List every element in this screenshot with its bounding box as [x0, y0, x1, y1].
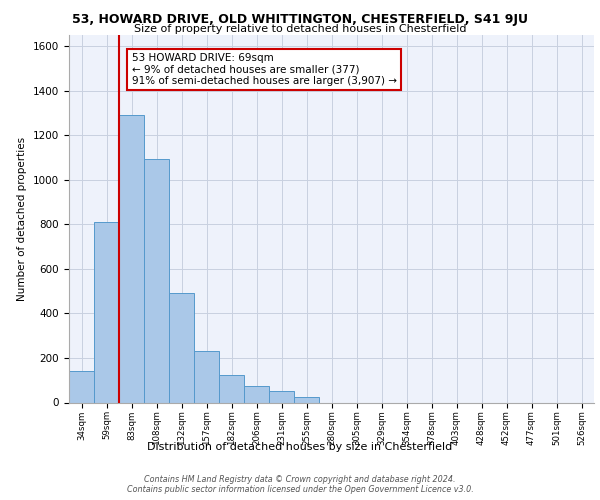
- Bar: [144, 158, 169, 402]
- Bar: [294, 397, 319, 402]
- Bar: [194, 352, 219, 403]
- Bar: [69, 372, 94, 402]
- Text: 53, HOWARD DRIVE, OLD WHITTINGTON, CHESTERFIELD, S41 9JU: 53, HOWARD DRIVE, OLD WHITTINGTON, CHEST…: [72, 12, 528, 26]
- Text: Contains HM Land Registry data © Crown copyright and database right 2024.
Contai: Contains HM Land Registry data © Crown c…: [127, 474, 473, 494]
- Text: Size of property relative to detached houses in Chesterfield: Size of property relative to detached ho…: [134, 24, 466, 34]
- Bar: [94, 222, 119, 402]
- Bar: [219, 374, 244, 402]
- Bar: [244, 386, 269, 402]
- Bar: [169, 294, 194, 403]
- Text: 53 HOWARD DRIVE: 69sqm
← 9% of detached houses are smaller (377)
91% of semi-det: 53 HOWARD DRIVE: 69sqm ← 9% of detached …: [131, 53, 397, 86]
- Bar: [269, 392, 294, 402]
- Text: Distribution of detached houses by size in Chesterfield: Distribution of detached houses by size …: [148, 442, 452, 452]
- Bar: [119, 115, 144, 403]
- Y-axis label: Number of detached properties: Number of detached properties: [17, 136, 28, 301]
